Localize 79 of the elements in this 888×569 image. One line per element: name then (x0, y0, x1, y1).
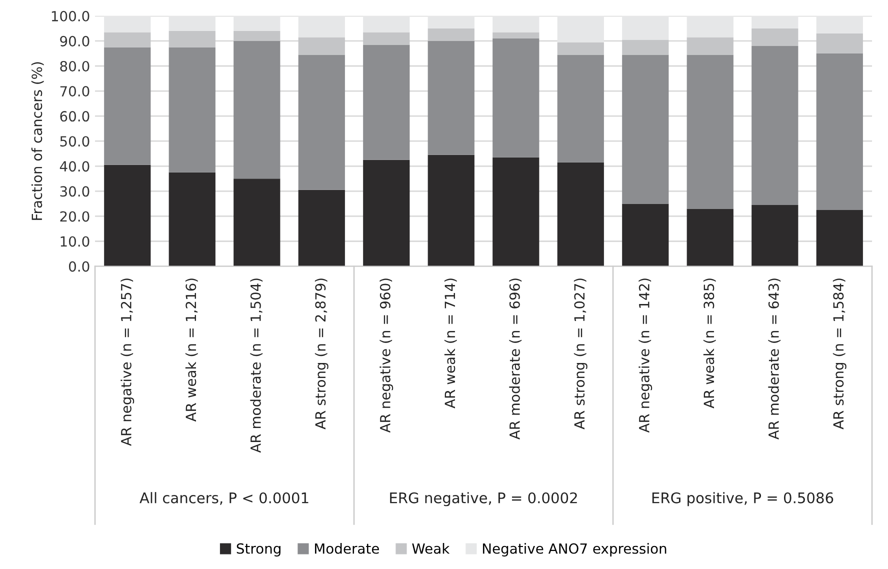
bar (234, 30, 280, 41)
bar (752, 204, 798, 266)
bar (622, 40, 669, 55)
bar (104, 164, 151, 266)
bar (686, 16, 734, 38)
bar (492, 32, 540, 38)
bar (622, 16, 669, 40)
y-tick-label: 0.0 (68, 261, 90, 272)
bar (752, 46, 798, 205)
bar (557, 162, 604, 266)
y-tick-label: 80.0 (60, 60, 90, 72)
bar (363, 32, 410, 45)
bar (363, 160, 410, 266)
bar (428, 154, 474, 266)
bar (234, 178, 280, 266)
bar (168, 47, 216, 172)
y-tick-label: 40.0 (60, 161, 90, 172)
x-tick-label: AR negative (n = 960) (380, 278, 394, 433)
bar (298, 54, 345, 190)
bar (298, 37, 345, 55)
y-tick-label: 100.0 (52, 10, 90, 22)
y-axis-title: Fraction of cancers (%) (31, 62, 44, 220)
bar (234, 40, 280, 179)
bar (686, 208, 734, 266)
bar (428, 40, 474, 155)
text: ERG negative, P = 0.0002 (390, 492, 577, 506)
legend-label: Moderate (315, 543, 379, 554)
bar (363, 16, 410, 32)
x-tick-label: AR moderate (n = 643) (768, 278, 781, 440)
bar (557, 54, 604, 162)
legend-label: Weak (412, 543, 450, 554)
bar (492, 16, 540, 32)
bar (622, 204, 669, 266)
x-tick-label: AR weak (n = 385) (703, 278, 716, 408)
x-tick-label: AR moderate (n = 1,504) (250, 278, 263, 453)
bar (686, 37, 734, 55)
bar (816, 210, 863, 266)
x-tick-label: AR moderate (n = 696) (509, 278, 522, 440)
bar (752, 16, 798, 28)
bar (816, 33, 863, 54)
bar (168, 30, 216, 48)
bar (428, 16, 474, 28)
y-tick-label: 20.0 (60, 211, 90, 222)
x-tick-label: AR strong (n = 2,879) (314, 278, 328, 430)
bar (557, 42, 604, 55)
y-tick-label: 90.0 (60, 36, 90, 46)
bar (363, 44, 410, 160)
bar (816, 53, 863, 210)
legend-label: Negative ANO7 expression (482, 543, 666, 556)
bar (168, 16, 216, 31)
y-tick-label: 60.0 (60, 111, 90, 122)
text: All cancers, P < 0.0001 (140, 492, 308, 505)
y-tick-label: 70.0 (60, 86, 90, 97)
bar (298, 190, 345, 266)
x-tick-label: AR strong (n = 1,584) (832, 278, 846, 430)
y-tick-label: 30.0 (60, 186, 90, 197)
x-tick-label: AR negative (n = 142) (638, 278, 652, 433)
x-tick-label: AR negative (n = 1,257) (120, 278, 134, 446)
bar (492, 157, 540, 266)
legend-label: Strong (236, 543, 280, 556)
x-tick-label: AR weak (n = 1,216) (185, 278, 198, 422)
bar (428, 28, 474, 41)
x-tick-label: AR strong (n = 1,027) (574, 278, 588, 430)
bar (234, 16, 280, 31)
bar (298, 16, 345, 38)
bar (104, 47, 151, 165)
bar (492, 38, 540, 158)
bar (104, 16, 151, 32)
bar (816, 16, 863, 34)
text: ERG positive, P = 0.5086 (652, 492, 834, 506)
bar (557, 16, 604, 42)
bar (622, 54, 669, 204)
x-tick-label: AR weak (n = 714) (444, 278, 457, 408)
bar (168, 172, 216, 266)
y-tick-label: 50.0 (60, 136, 90, 147)
y-tick-label: 10.0 (60, 236, 90, 247)
bar (104, 32, 151, 48)
bar (686, 54, 734, 209)
bar (752, 28, 798, 46)
